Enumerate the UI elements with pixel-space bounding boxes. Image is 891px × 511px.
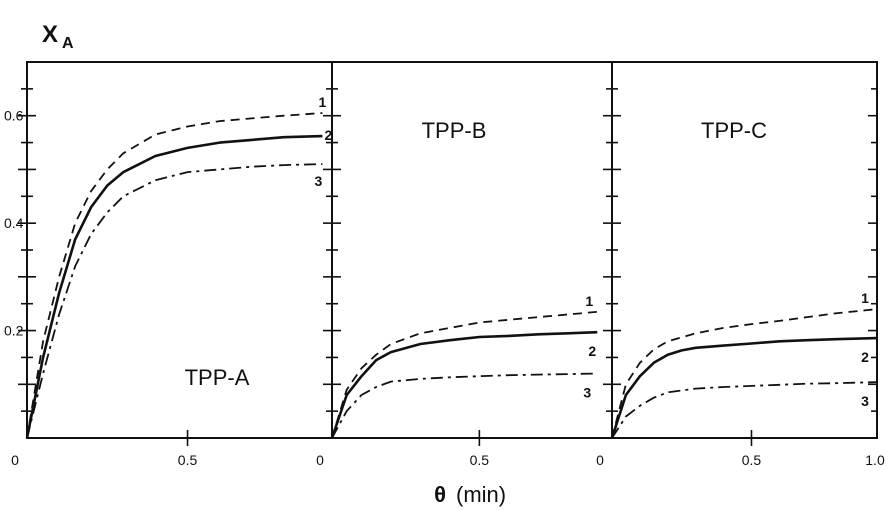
curve-label-3: 3 bbox=[314, 173, 322, 189]
panel-title: TPP-C bbox=[701, 118, 767, 143]
x-tick-label: 0 bbox=[316, 452, 324, 468]
panel-tpp-a: 0.2 0.4 0.6 0 0.5 TPP-A 1 2 3 bbox=[4, 61, 333, 468]
x-tick-label: 0.5 bbox=[742, 452, 762, 468]
x-tick-label: 0.5 bbox=[178, 452, 198, 468]
curve-2 bbox=[330, 330, 598, 439]
x-axis-title: θ (min) bbox=[434, 482, 506, 507]
curve-label-1: 1 bbox=[585, 293, 593, 309]
x-end-tick-label: 1.0 bbox=[865, 452, 885, 468]
y-tick-label: 0.6 bbox=[4, 108, 24, 124]
y-axis-title-main: X bbox=[42, 21, 58, 48]
y-axis-title: X A bbox=[42, 21, 74, 52]
curve-label-1: 1 bbox=[861, 290, 869, 306]
curve-1 bbox=[331, 310, 598, 439]
curve-3 bbox=[26, 163, 323, 439]
panel-tpp-c: 0 0.5 TPP-C 1 2 3 bbox=[596, 61, 878, 468]
y-axis-title-subscript: A bbox=[62, 35, 74, 52]
x-tick-label: 0 bbox=[11, 452, 19, 468]
x-axis-title-unit: (min) bbox=[456, 482, 506, 507]
x-tick-label: 0 bbox=[596, 452, 604, 468]
x-axis-title-symbol: θ bbox=[434, 482, 446, 507]
curve-label-3: 3 bbox=[583, 385, 591, 401]
curve-label-2: 2 bbox=[588, 343, 596, 359]
y-tick-label: 0.2 bbox=[4, 323, 24, 339]
panels-layer: 0.2 0.4 0.6 0 0.5 TPP-A 1 2 3 0 0.5 TPP-B 1 2 3 0 0.5 TPP… bbox=[4, 61, 878, 468]
curve-label-3: 3 bbox=[861, 393, 869, 409]
panel-title: TPP-A bbox=[185, 365, 250, 390]
curve-2 bbox=[610, 336, 878, 439]
curve-label-1: 1 bbox=[318, 94, 326, 110]
curve-3 bbox=[331, 372, 598, 439]
curve-label-2: 2 bbox=[861, 349, 869, 365]
curve-1 bbox=[26, 112, 323, 439]
panel-title: TPP-B bbox=[422, 118, 487, 143]
curve-1 bbox=[611, 308, 878, 439]
curve-2 bbox=[25, 134, 323, 439]
curve-3 bbox=[611, 381, 878, 439]
panel-tpp-b: 0 0.5 TPP-B 1 2 3 bbox=[316, 61, 613, 468]
x-tick-label: 0.5 bbox=[470, 452, 490, 468]
y-tick-label: 0.4 bbox=[4, 215, 24, 231]
curve-label-2: 2 bbox=[324, 127, 332, 143]
